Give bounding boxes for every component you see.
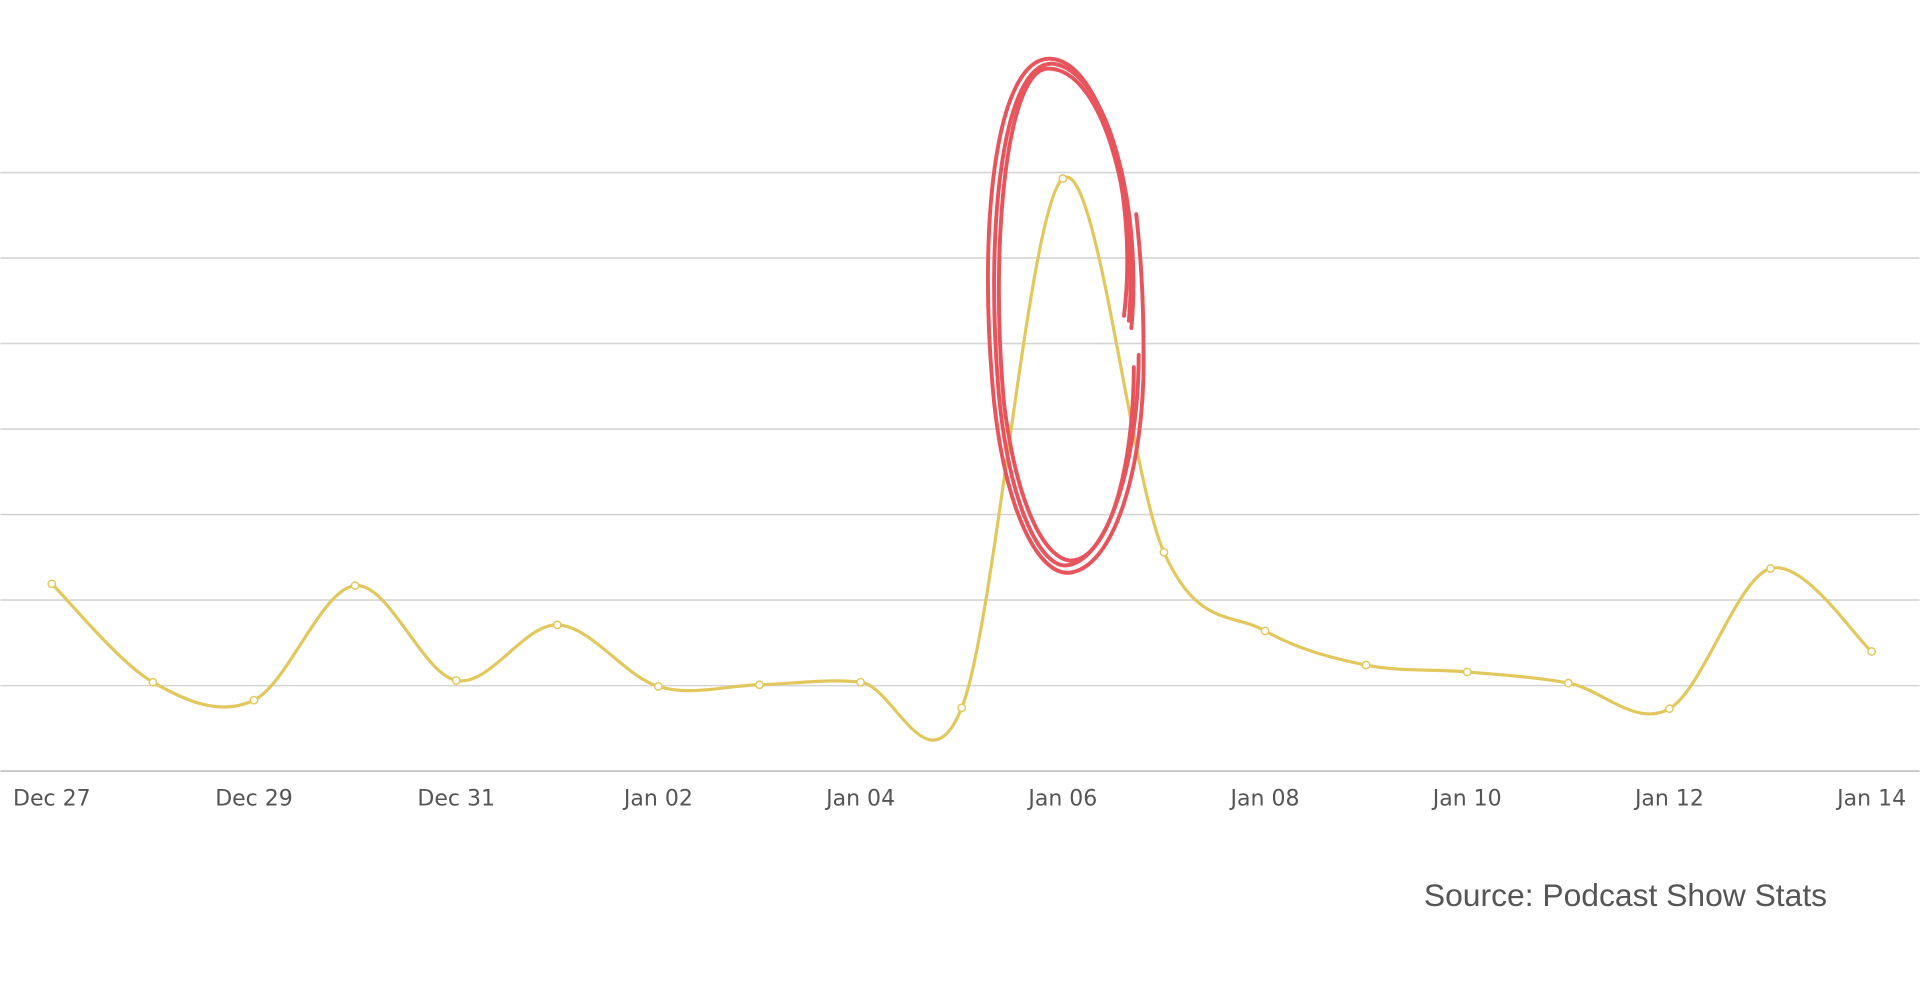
x-tick-label: Jan 08 [1229,786,1300,811]
point [552,620,562,630]
point [451,676,461,685]
point [1260,626,1270,636]
grid: Dec 27 Dec 29 Dec 31 Jan 02 Jan 04 Jan 06 Jan … [0,171,1920,811]
point [350,581,360,590]
point [856,677,866,687]
point [1563,678,1573,688]
point [148,677,158,687]
point [1665,704,1674,714]
x-tick-label: Jan 02 [622,786,693,811]
x-tick-label: Jan 06 [1026,786,1097,811]
point [249,695,259,705]
point [755,680,764,690]
series [47,174,1877,742]
point [1058,174,1068,183]
x-tick-label: Jan 12 [1633,786,1704,811]
point [1361,660,1371,670]
point [957,703,967,713]
point [1867,647,1877,656]
source-note: Source: Podcast Show Stats [1424,877,1827,913]
x-tick-label: Dec 31 [417,786,495,811]
point [1766,564,1775,573]
point [1462,667,1472,677]
x-tick-label: Jan 10 [1431,786,1502,811]
x-tick-label: Jan 04 [824,786,895,811]
point [1159,547,1169,557]
line [50,175,1873,742]
x-tick-label: Dec 27 [13,786,91,811]
point [47,579,57,589]
x-tick-label: Jan 14 [1835,786,1906,811]
annotation-circle [985,56,1146,575]
point [654,682,663,691]
x-tick-label: Dec 29 [215,786,293,811]
